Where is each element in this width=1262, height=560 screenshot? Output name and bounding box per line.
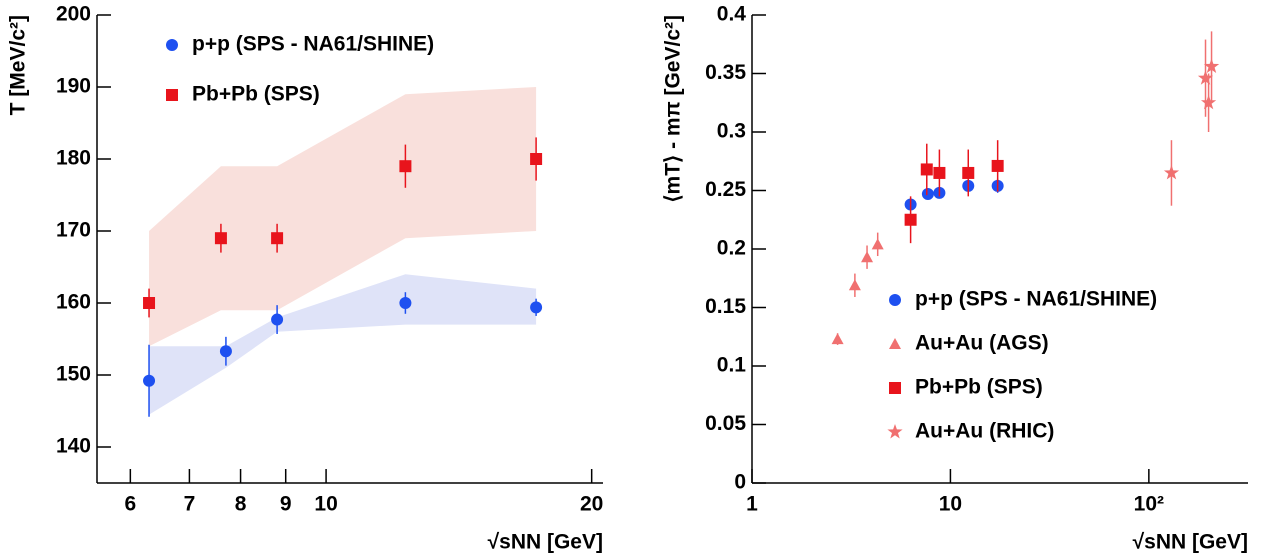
marker	[214, 232, 227, 245]
legend-marker	[889, 338, 901, 349]
legend-marker	[889, 294, 901, 306]
y-tick-label: 160	[56, 291, 91, 314]
x-tick-label: 7	[184, 493, 196, 516]
marker	[933, 166, 946, 179]
marker	[530, 301, 543, 314]
x-tick-label: 8	[235, 493, 247, 516]
x-tick-label: 1	[746, 493, 758, 516]
legend-marker	[887, 424, 903, 439]
y-tick-label: 150	[56, 363, 91, 386]
y-tick-label: 0.05	[705, 412, 746, 435]
y-tick-label: 0.4	[717, 3, 747, 26]
legend-label: Pb+Pb (SPS)	[192, 83, 320, 106]
marker	[1203, 58, 1220, 73]
marker	[143, 374, 156, 387]
x-tick-label: 20	[580, 493, 603, 516]
y-tick-label: 0.15	[705, 295, 746, 318]
y-tick-label: 190	[56, 75, 91, 98]
legend-label: p+p (SPS - NA61/SHINE)	[915, 288, 1157, 311]
marker	[921, 188, 934, 201]
marker	[904, 213, 917, 226]
marker	[1163, 164, 1180, 180]
legend-marker	[889, 382, 901, 394]
y-axis-title: ⟨mT⟩ - mπ [GeV/c²]	[662, 15, 685, 203]
marker	[1197, 70, 1214, 85]
x-axis-title: √sNN [GeV]	[1133, 531, 1248, 554]
legend-marker	[166, 39, 178, 51]
x-tick-label: 10	[939, 493, 962, 516]
y-tick-label: 0.35	[705, 61, 746, 84]
marker	[219, 345, 232, 358]
x-tick-label: 9	[280, 493, 292, 516]
y-tick-label: 200	[56, 3, 91, 26]
legend-label: p+p (SPS - NA61/SHINE)	[192, 33, 434, 56]
y-axis-title: T [MeV/c²]	[7, 15, 30, 115]
legend-marker	[166, 89, 178, 101]
marker	[399, 297, 412, 309]
y-tick-label: 180	[56, 147, 91, 170]
systematic-band	[149, 274, 537, 415]
legend-label: Au+Au (AGS)	[915, 332, 1049, 355]
marker	[530, 153, 543, 165]
y-tick-label: 0.25	[705, 178, 746, 201]
y-tick-label: 0.3	[717, 120, 746, 143]
marker	[871, 238, 884, 250]
marker	[861, 251, 874, 263]
y-tick-label: 0.2	[717, 237, 746, 260]
x-tick-label: 10	[314, 493, 337, 516]
marker	[399, 160, 412, 173]
marker	[143, 297, 156, 309]
y-tick-label: 170	[56, 219, 91, 242]
y-tick-label: 0	[734, 471, 746, 494]
marker	[920, 163, 933, 176]
x-axis-title: √sNN [GeV]	[488, 531, 603, 554]
y-tick-label: 140	[56, 435, 91, 458]
y-tick-label: 0.1	[717, 354, 747, 377]
systematic-band	[149, 87, 537, 347]
marker	[991, 159, 1004, 172]
marker	[271, 232, 284, 245]
legend-label: Au+Au (RHIC)	[915, 420, 1054, 443]
x-tick-label: 6	[124, 493, 136, 516]
marker	[962, 166, 975, 179]
legend-label: Pb+Pb (SPS)	[915, 376, 1043, 399]
x-tick-label: 10²	[1134, 493, 1164, 516]
marker	[271, 313, 284, 326]
marker	[848, 279, 861, 291]
marker	[1201, 94, 1217, 110]
marker	[831, 333, 844, 345]
